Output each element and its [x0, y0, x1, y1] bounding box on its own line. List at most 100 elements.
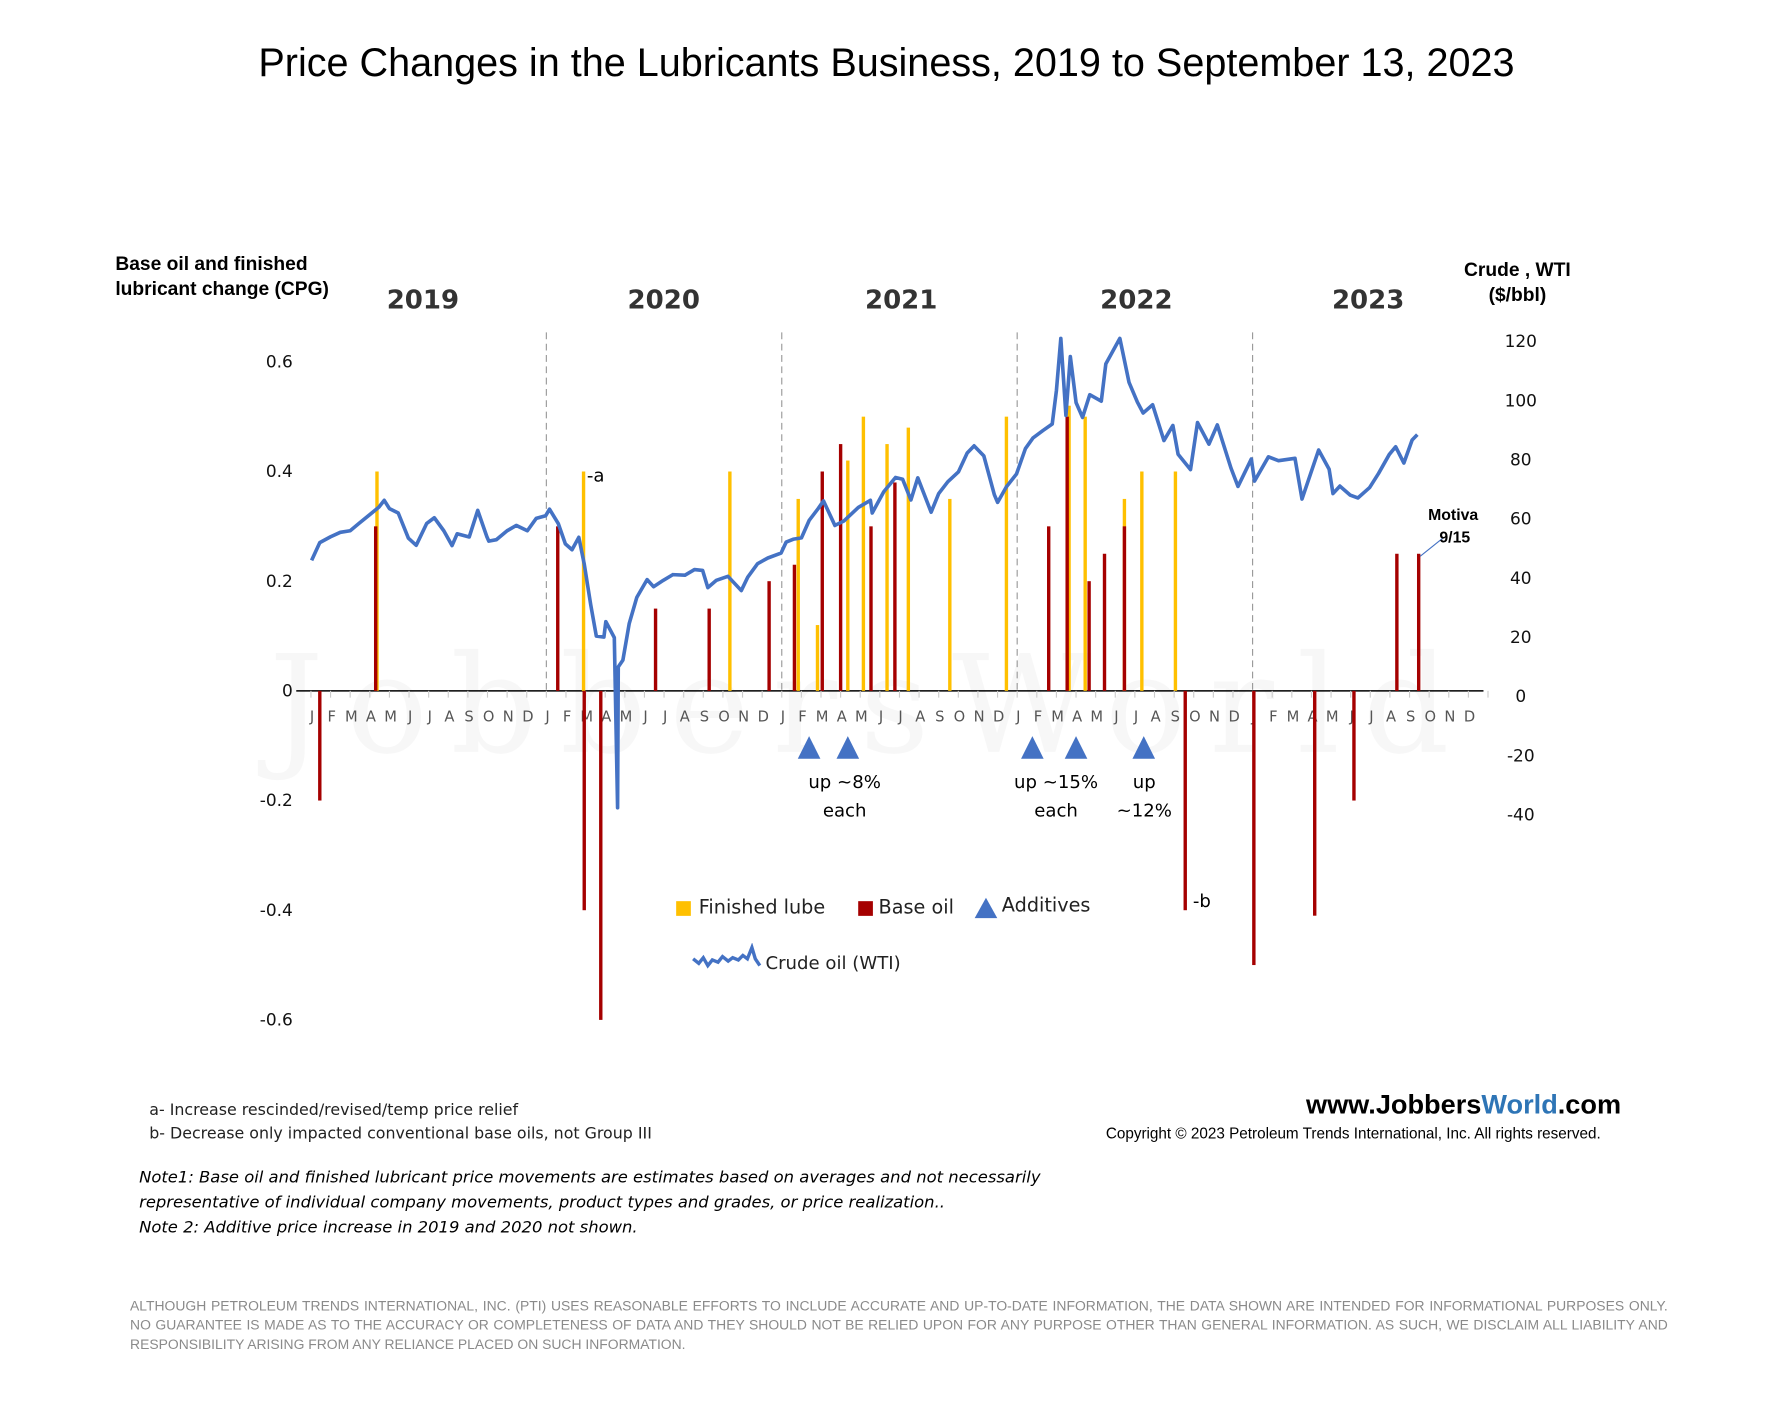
month-tick-label: A: [1151, 708, 1161, 725]
site-logo: www.JobbersWorld.com: [1306, 1090, 1621, 1122]
month-tick-label: F: [563, 708, 571, 725]
month-tick-label: F: [1034, 708, 1042, 725]
month-tick-label: O: [718, 708, 730, 725]
legend-triangle-icon-additives: [974, 897, 998, 919]
base-oil-bar: [1352, 690, 1356, 801]
base-oil-bar: [1416, 553, 1421, 691]
finished-lube-bar: [796, 498, 800, 691]
month-tick-label: M: [345, 708, 358, 725]
month-tick-label: D: [1228, 708, 1239, 725]
note1-line1: Note1: Base oil and finished lubricant p…: [139, 1169, 1041, 1188]
left-y-tick-label: -0.6: [260, 1010, 293, 1030]
month-tick-label: N: [738, 708, 749, 725]
motiva-leader-line: [1419, 537, 1444, 557]
month-tick-label: M: [1287, 708, 1300, 725]
left-axis-title-line1: Base oil and finished: [115, 253, 308, 275]
left-y-tick-label: -0.4: [260, 900, 293, 920]
finished-lube-bar: [728, 471, 732, 691]
right-axis-title: Crude , WTI ($/bbl): [1450, 258, 1586, 308]
month-tick-label: J: [662, 708, 667, 725]
month-tick-label: J: [1349, 708, 1354, 725]
base-oil-bar: [1102, 553, 1107, 691]
annotation-motiva: Motiva: [1428, 505, 1479, 524]
legend-label-finished-lube: Finished lube: [698, 896, 826, 920]
additive-triangle-marker: [1132, 736, 1156, 759]
right-y-tick-label: 40: [1510, 568, 1532, 588]
month-tick-label: S: [700, 708, 709, 725]
month-tick-label: N: [1444, 708, 1455, 725]
base-oil-bar: [1047, 526, 1051, 691]
right-y-tick-label: -20: [1507, 745, 1535, 765]
month-tick-label: F: [1269, 708, 1277, 725]
additive-label-2021: up ~8% each: [788, 768, 901, 825]
base-oil-bar: [707, 608, 711, 691]
month-tick-label: A: [915, 708, 925, 725]
additive-triangle-marker: [836, 736, 860, 759]
footnote-b: b- Decrease only impacted conventional b…: [149, 1125, 652, 1144]
month-tick-label: O: [483, 708, 495, 725]
month-tick-label: A: [680, 708, 690, 725]
base-oil-bar: [1313, 690, 1317, 916]
month-tick-label: F: [327, 708, 335, 725]
month-tick-label: M: [816, 708, 829, 725]
base-oil-bar: [1183, 690, 1187, 911]
base-oil-bar: [869, 526, 873, 691]
month-tick-label: J: [1113, 708, 1118, 725]
copyright: Copyright © 2023 Petroleum Trends Intern…: [1105, 1125, 1601, 1143]
additive-label-2022b-line2: ~12%: [1116, 799, 1172, 821]
base-oil-bar: [318, 690, 322, 801]
right-y-tick-label: 80: [1510, 449, 1532, 469]
year-label-2021: 2021: [864, 286, 938, 316]
annotation-motiva-date: 9/15: [1439, 528, 1471, 547]
month-tick-label: A: [366, 708, 376, 725]
base-oil-bar: [1252, 690, 1256, 966]
year-label-2023: 2023: [1331, 286, 1405, 316]
left-y-tick-label: 0.4: [266, 461, 293, 481]
finished-lube-bar: [1140, 471, 1144, 691]
right-y-tick-label: 120: [1505, 331, 1537, 351]
base-oil-bar: [582, 690, 586, 911]
month-tick-label: S: [1406, 708, 1415, 725]
year-label-2020: 2020: [627, 286, 700, 316]
month-tick-label: S: [1171, 708, 1180, 725]
month-tick-label: M: [1051, 708, 1064, 725]
additive-label-2022b: up ~12%: [1099, 768, 1189, 825]
legend-label-base-oil: Base oil: [878, 896, 954, 920]
additive-triangle-marker: [797, 736, 821, 759]
right-y-tick-label: 20: [1510, 627, 1532, 647]
base-oil-bar: [1065, 416, 1069, 691]
month-tick-label: M: [384, 708, 397, 725]
month-tick-label: J: [1015, 708, 1020, 725]
month-tick-label: J: [897, 708, 902, 725]
month-tick-label: A: [601, 708, 611, 725]
right-y-tick-label: 100: [1505, 390, 1537, 410]
base-oil-bar: [653, 608, 658, 691]
right-y-tick-label: 60: [1510, 509, 1532, 529]
note1-line2: representative of individual company mov…: [139, 1194, 946, 1213]
base-oil-bar: [1087, 581, 1091, 691]
base-oil-bar: [820, 471, 824, 691]
additive-label-2021-line1: up ~8%: [808, 771, 881, 793]
month-tick-label: N: [1209, 708, 1220, 725]
finished-lube-bar: [948, 498, 952, 691]
finished-lube-bar: [1004, 416, 1009, 691]
month-tick-label: S: [464, 708, 473, 725]
year-label-2022: 2022: [1100, 286, 1173, 316]
base-oil-bar: [838, 444, 843, 691]
month-tick-label: A: [1072, 708, 1082, 725]
finished-lube-bar: [861, 416, 866, 691]
note1: Note1: Base oil and finished lubricant p…: [139, 1166, 1040, 1241]
month-tick-label: N: [974, 708, 985, 725]
additive-label-2021-line2: each: [822, 799, 867, 821]
finished-lube-bar: [581, 471, 586, 691]
month-tick-label: M: [620, 708, 633, 725]
annotation-b: -b: [1192, 889, 1211, 912]
month-tick-label: S: [935, 708, 944, 725]
year-label-2019: 2019: [386, 286, 460, 316]
finished-lube-bar: [906, 427, 911, 691]
finished-lube-bar: [1173, 471, 1178, 691]
additive-label-2022b-line1: up: [1132, 771, 1156, 793]
site-prefix: www.Jobbers: [1305, 1089, 1482, 1121]
month-tick-label: N: [503, 708, 514, 725]
footnote-a: a- Increase rescinded/revised/temp price…: [149, 1101, 519, 1120]
